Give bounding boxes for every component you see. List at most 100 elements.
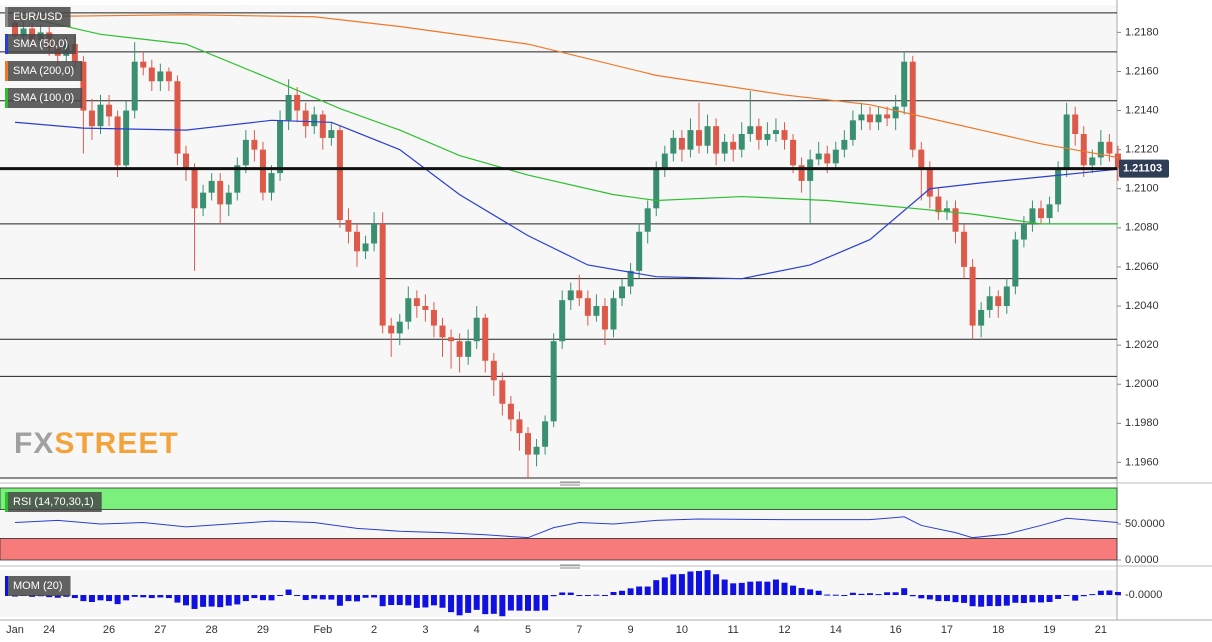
- mom-bar: [764, 581, 771, 596]
- mom-bar: [601, 595, 608, 597]
- mom-bar: [371, 595, 378, 598]
- mom-bar: [456, 595, 463, 616]
- candle-body: [465, 341, 472, 357]
- candle-body: [507, 403, 514, 420]
- mom-bar: [336, 595, 343, 606]
- candle-body: [986, 296, 993, 310]
- mom-bar: [430, 595, 437, 606]
- candle-body: [183, 153, 189, 170]
- x-tick-label: Jan: [6, 624, 24, 636]
- y-tick-label: 1.2040: [1125, 300, 1159, 312]
- candle-body: [755, 126, 762, 140]
- y-tick-label: 1.2060: [1125, 261, 1159, 273]
- candle-body: [388, 325, 395, 334]
- candle-body: [140, 61, 147, 68]
- x-tick-label: 3: [422, 624, 428, 636]
- mom-bar: [986, 595, 993, 607]
- mom-bar: [97, 595, 104, 601]
- mom-bar: [123, 595, 130, 601]
- legend-item: MOM (20): [5, 576, 71, 596]
- mom-bar: [525, 595, 531, 611]
- candle-body: [1106, 141, 1113, 154]
- mom-bar: [242, 595, 249, 602]
- mom-bar: [772, 579, 779, 596]
- x-tick-label: 4: [474, 624, 480, 636]
- y-tick-label: -0.0000: [1125, 589, 1162, 601]
- mom-bar: [559, 592, 566, 596]
- mom-bar: [379, 595, 386, 607]
- candle-body: [148, 67, 155, 82]
- mom-bar: [550, 595, 557, 597]
- mom-bar: [1080, 595, 1087, 597]
- legend-box: [5, 88, 83, 108]
- candle-body: [268, 173, 275, 193]
- candle-body: [1072, 114, 1079, 135]
- candle-body: [354, 231, 360, 252]
- candle-body: [661, 153, 668, 170]
- y-tick-label: 0.0000: [1125, 554, 1159, 566]
- candle-body: [909, 61, 916, 150]
- mom-bar: [644, 586, 651, 596]
- watermark: FXSTREET: [14, 427, 179, 460]
- candle-body: [165, 71, 172, 82]
- candle-body: [849, 120, 856, 140]
- mom-bar: [88, 595, 95, 602]
- mom-bar: [1106, 590, 1113, 596]
- sma-line: [14, 14, 1118, 225]
- candle-body: [259, 149, 266, 193]
- mom-bar: [576, 595, 583, 597]
- x-tick-label: 16: [890, 624, 902, 636]
- candle-body: [738, 134, 745, 150]
- candle-body: [328, 130, 335, 138]
- legend-box: [5, 576, 71, 596]
- candle-body: [285, 94, 292, 121]
- mom-bar: [422, 595, 429, 608]
- candle-body: [217, 180, 224, 205]
- sma-line: [14, 14, 1119, 159]
- mom-bar: [918, 595, 925, 599]
- mom-bar: [234, 595, 241, 605]
- mom-bar: [704, 570, 711, 596]
- candle-body: [371, 223, 378, 244]
- mom-bar: [362, 595, 369, 598]
- legend-label: SMA (100,0): [13, 92, 74, 104]
- x-tick-label: 11: [727, 624, 738, 636]
- legend-label: MOM (20): [13, 580, 63, 592]
- mom-bar: [653, 580, 660, 596]
- candle-body: [747, 126, 754, 135]
- mom-bar: [165, 595, 172, 599]
- mom-bar: [490, 595, 497, 614]
- candle-body: [593, 306, 600, 316]
- mom-bar: [516, 595, 523, 611]
- mom-bar: [277, 595, 284, 597]
- mom-bar: [909, 595, 916, 597]
- candle-body: [542, 421, 549, 447]
- candle-body: [225, 192, 232, 205]
- mom-bar: [388, 595, 395, 606]
- mom-bar: [678, 574, 685, 596]
- candle-body: [473, 317, 480, 342]
- mom-bar: [593, 594, 600, 596]
- candle-body: [174, 81, 181, 154]
- mom-bar: [969, 595, 976, 607]
- watermark-part: STREET: [54, 427, 178, 460]
- mom-bar: [354, 595, 360, 602]
- mom-bar: [1020, 595, 1027, 604]
- candle-body: [875, 114, 882, 123]
- y-tick-label: 1.2080: [1125, 222, 1159, 234]
- mom-bar: [892, 592, 899, 596]
- x-tick-label: 7: [576, 624, 582, 636]
- mom-bar: [311, 595, 318, 599]
- candle-body: [345, 220, 352, 232]
- candle-body: [1029, 208, 1036, 224]
- mom-bar: [1029, 595, 1036, 603]
- mom-bar: [567, 592, 574, 596]
- mom-bar: [225, 595, 232, 606]
- mom-bar: [832, 594, 839, 596]
- candle-body: [730, 141, 737, 150]
- candle-body: [20, 28, 27, 37]
- candle-body: [294, 94, 301, 111]
- candle-body: [336, 130, 343, 221]
- candle-body: [191, 169, 198, 209]
